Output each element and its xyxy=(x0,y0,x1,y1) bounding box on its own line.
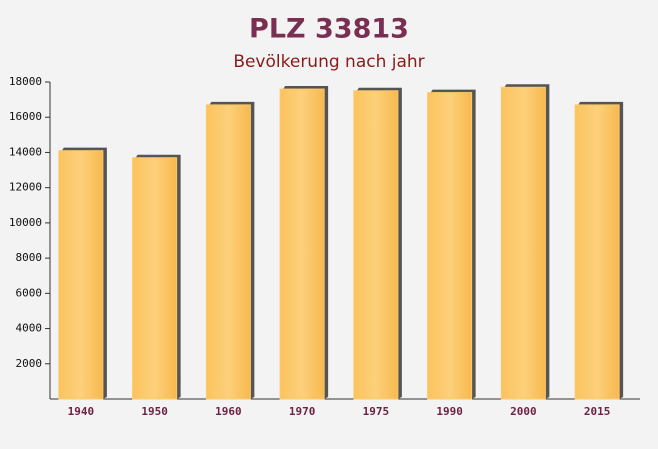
bar xyxy=(205,104,251,400)
x-tick-label: 2000 xyxy=(510,405,537,418)
y-tick-label: 2000 xyxy=(16,357,43,370)
bar xyxy=(427,92,473,400)
x-tick-label: 1940 xyxy=(68,405,95,418)
y-tick-label: 6000 xyxy=(16,286,43,299)
y-tick-label: 16000 xyxy=(9,110,42,123)
chart-title: PLZ 33813 xyxy=(249,14,409,45)
y-tick-label: 14000 xyxy=(9,145,42,158)
bar xyxy=(132,157,178,400)
y-tick-label: 8000 xyxy=(16,251,43,264)
bar xyxy=(58,150,104,400)
y-tick-label: 18000 xyxy=(9,75,42,88)
y-tick-label: 12000 xyxy=(9,181,42,194)
y-tick-label: 4000 xyxy=(16,322,43,335)
x-tick-label: 1970 xyxy=(289,405,316,418)
x-tick-label: 1960 xyxy=(215,405,242,418)
y-tick-label: 10000 xyxy=(9,216,42,229)
bar xyxy=(353,90,399,400)
x-tick-label: 1950 xyxy=(141,405,168,418)
chart-subtitle: Bevölkerung nach jahr xyxy=(233,52,424,72)
x-tick-label: 2015 xyxy=(584,405,611,418)
bar xyxy=(574,104,620,400)
x-tick-label: 1990 xyxy=(436,405,463,418)
bar xyxy=(500,86,546,400)
bar xyxy=(279,88,325,400)
x-tick-label: 1975 xyxy=(363,405,390,418)
